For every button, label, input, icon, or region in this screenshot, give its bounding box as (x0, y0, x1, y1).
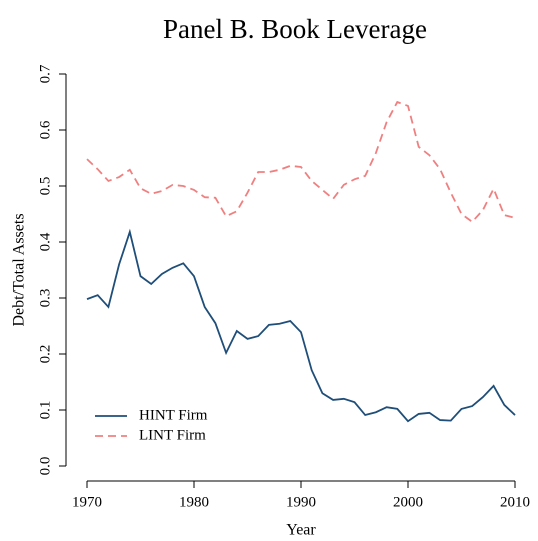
chart-title: Panel B. Book Leverage (163, 14, 427, 44)
y-tick-label: 0.3 (37, 289, 53, 308)
y-axis-label: Debt/Total Assets (11, 213, 28, 326)
y-tick-label: 0.0 (37, 457, 53, 476)
legend-label: HINT Firm (139, 407, 208, 423)
line-series (86, 100, 516, 224)
x-tick-label: 2000 (393, 494, 423, 510)
x-tick-label: 1970 (72, 494, 102, 510)
y-tick-label: 0.7 (37, 64, 53, 83)
x-tick-label: 1980 (179, 494, 209, 510)
legend-label: LINT Firm (139, 427, 206, 443)
y-tick-label: 0.2 (37, 345, 53, 364)
x-tick-label: 1990 (286, 494, 316, 510)
y-tick-label: 0.6 (37, 120, 53, 139)
y-tick-label: 0.5 (37, 177, 53, 196)
line-series (86, 228, 516, 423)
x-tick-label: 2010 (500, 494, 530, 510)
y-tick-label: 0.4 (37, 232, 53, 251)
x-axis-label: Year (286, 522, 316, 539)
y-tick-label: 0.1 (37, 401, 53, 420)
